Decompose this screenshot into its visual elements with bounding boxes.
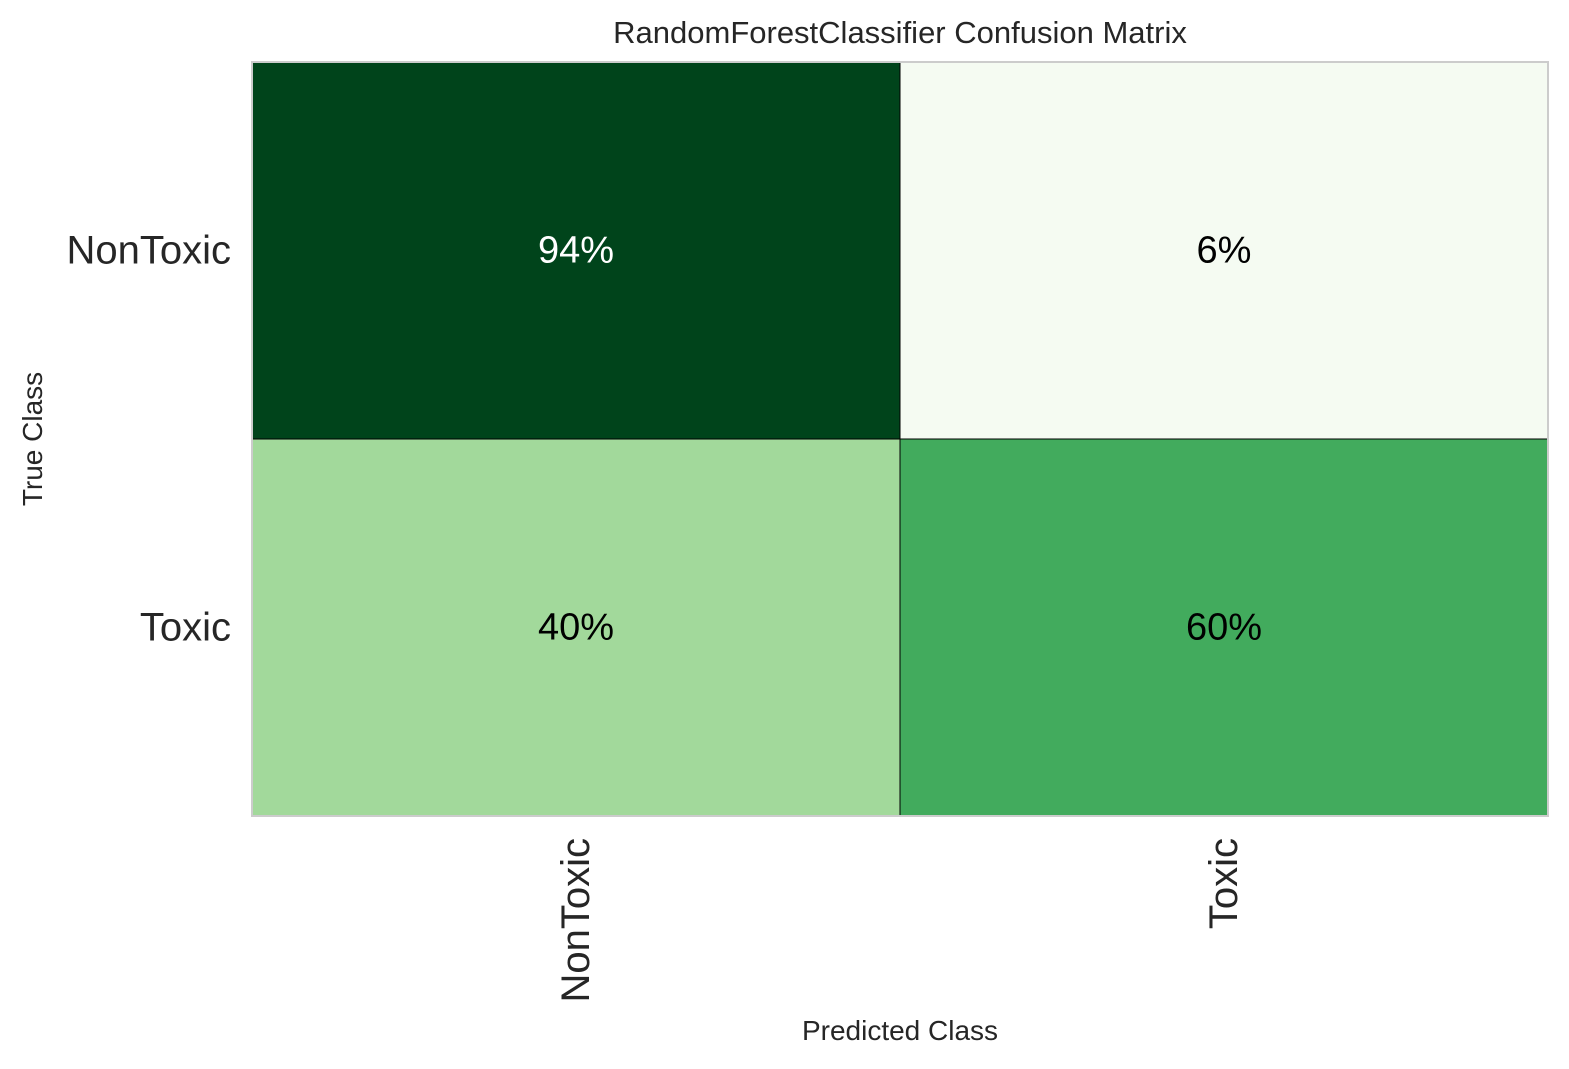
x-tick-label-1: Toxic xyxy=(1202,838,1246,929)
matrix-cell-r1-c0 xyxy=(251,438,901,817)
cell-value-label-r1-c0: 40% xyxy=(538,607,614,649)
cell-value-label-r1-c1: 60% xyxy=(1186,607,1262,649)
matrix-cells xyxy=(251,61,1549,817)
plot-frame xyxy=(251,61,1549,817)
matrix-cell-r1-c1 xyxy=(899,438,1549,817)
x-tick-label-0: NonToxic xyxy=(554,838,598,1003)
matrix-cell-labels: 94% 6% 40% 60% xyxy=(538,230,1262,649)
y-axis-label: True Class xyxy=(17,372,48,506)
y-tick-label-0: NonToxic xyxy=(66,229,231,273)
x-tick-labels: NonToxic Toxic xyxy=(554,838,1246,1003)
y-tick-label-1: Toxic xyxy=(140,606,231,650)
cell-value-label-r0-c1: 6% xyxy=(1197,230,1252,272)
matrix-cell-r0-c0 xyxy=(251,61,901,440)
y-tick-labels: NonToxic Toxic xyxy=(66,229,231,650)
x-axis-label: Predicted Class xyxy=(802,1015,998,1046)
chart-title: RandomForestClassifier Confusion Matrix xyxy=(613,15,1187,50)
cell-value-label-r0-c0: 94% xyxy=(538,230,614,272)
